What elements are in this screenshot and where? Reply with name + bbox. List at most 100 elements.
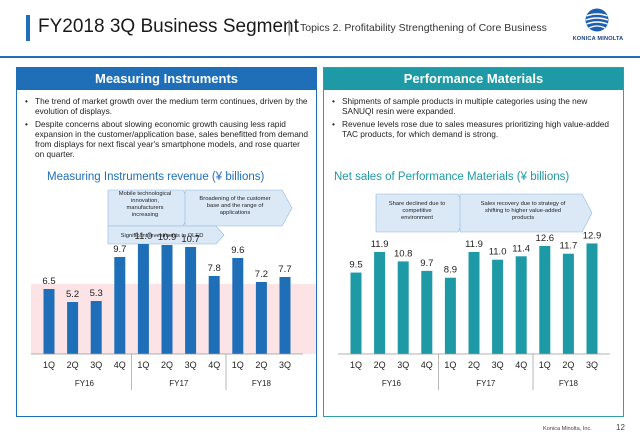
bar-value-label: 9.7 bbox=[113, 244, 126, 255]
bar-value-label: 11.9 bbox=[465, 239, 483, 250]
highlight-band bbox=[31, 284, 316, 354]
x-tick-label: 4Q bbox=[114, 360, 126, 370]
bar bbox=[539, 246, 551, 354]
chart-title: Net sales of Performance Materials (¥ bi… bbox=[334, 171, 570, 183]
logo-wordmark: KONICA MINOLTA bbox=[572, 36, 624, 42]
bar bbox=[279, 277, 291, 354]
callout-broadening-line: applications bbox=[220, 210, 251, 216]
bullet-item: Despite concerns about slowing economic … bbox=[23, 119, 310, 159]
x-tick-label: 3Q bbox=[185, 360, 197, 370]
bar bbox=[397, 261, 409, 354]
bar-value-label: 11.9 bbox=[371, 239, 389, 250]
fiscal-year-label: FY17 bbox=[169, 379, 189, 388]
bar bbox=[67, 302, 79, 354]
x-tick-label: 2Q bbox=[67, 360, 79, 370]
callout-broadening-line: Broadening of the customer bbox=[199, 196, 270, 202]
bar-value-label: 12.9 bbox=[583, 230, 602, 241]
fiscal-year-label: FY16 bbox=[75, 379, 95, 388]
fiscal-year-label: FY18 bbox=[252, 379, 272, 388]
page-number: 12 bbox=[616, 423, 625, 432]
x-tick-label: 1Q bbox=[444, 360, 456, 370]
x-tick-label: 1Q bbox=[137, 360, 149, 370]
callout-mobile-line: increasing bbox=[132, 212, 158, 218]
bar-value-label: 7.8 bbox=[208, 263, 221, 274]
bar bbox=[350, 272, 362, 354]
fiscal-year-label: FY17 bbox=[476, 379, 496, 388]
bar bbox=[255, 282, 267, 354]
bullet-item: Revenue levels rose due to sales measure… bbox=[330, 119, 617, 139]
bar bbox=[137, 244, 149, 354]
bar-value-label: 8.9 bbox=[444, 265, 457, 276]
bar-value-label: 10.7 bbox=[181, 234, 200, 245]
slide-header: FY2018 3Q Business Segment | Topics 2. P… bbox=[0, 0, 640, 58]
x-tick-label: 3Q bbox=[279, 360, 291, 370]
bar-value-label: 11.7 bbox=[560, 241, 578, 252]
page-title: FY2018 3Q Business Segment bbox=[38, 16, 299, 37]
bar-value-label: 7.2 bbox=[255, 269, 268, 280]
chart-title: Measuring Instruments revenue (¥ billion… bbox=[47, 171, 265, 183]
x-tick-label: 3Q bbox=[586, 360, 598, 370]
bar-value-label: 5.2 bbox=[66, 289, 79, 300]
bar-value-label: 11.0 bbox=[135, 231, 153, 242]
x-tick-label: 2Q bbox=[161, 360, 173, 370]
callout-oled bbox=[107, 225, 225, 245]
title-separator: | bbox=[287, 17, 292, 36]
bar bbox=[421, 270, 433, 354]
x-tick-label: 4Q bbox=[421, 360, 433, 370]
callout-recovery bbox=[459, 193, 593, 233]
x-axis-labels: 1Q 2Q 3Q 4Q 1Q 2Q 3Q 4Q 1Q 2Q 3Q FY16 FY17 FY18 bbox=[350, 354, 598, 390]
bar-value-label: 11.4 bbox=[512, 243, 530, 254]
footer-brand: Konica Minolta, Inc. bbox=[543, 426, 592, 432]
x-tick-label: 1Q bbox=[232, 360, 244, 370]
bar bbox=[43, 289, 55, 354]
bar bbox=[232, 258, 244, 354]
x-tick-label: 1Q bbox=[539, 360, 551, 370]
bar-value-label: 9.6 bbox=[231, 245, 244, 256]
bar bbox=[444, 277, 456, 354]
bar bbox=[114, 257, 126, 354]
callout-broadening-line: base and the range of bbox=[207, 203, 264, 209]
callout-recovery-line: shifting to higher value-added bbox=[485, 208, 561, 214]
bullet-item: Shipments of sample products in multiple… bbox=[330, 96, 617, 116]
x-tick-label: 2Q bbox=[562, 360, 574, 370]
x-tick-label: 2Q bbox=[374, 360, 386, 370]
callout-oled-text: Significant investments in OLED bbox=[121, 233, 204, 239]
bar-value-label: 9.5 bbox=[349, 260, 362, 271]
x-tick-label: 1Q bbox=[43, 360, 55, 370]
bar-value-label: 12.6 bbox=[536, 233, 555, 244]
performance-sales-chart: Share declined due to competitive enviro… bbox=[338, 193, 610, 390]
bar-value-label: 11.0 bbox=[489, 247, 507, 258]
measuring-revenue-chart: Mobile technological innovation, manufac… bbox=[31, 189, 316, 390]
x-tick-label: 4Q bbox=[208, 360, 220, 370]
callout-recovery-line: Sales recovery due to strategy of bbox=[481, 201, 566, 207]
konica-minolta-logo: KONICA MINOLTA bbox=[573, 8, 623, 48]
bar-series: 9.5 11.9 10.8 9.7 8.9 11.9 11.0 11.4 12.6 11.7 12.… bbox=[349, 230, 601, 354]
bar bbox=[374, 252, 386, 354]
bar bbox=[492, 259, 504, 354]
bullet-item: The trend of market growth over the medi… bbox=[23, 96, 310, 116]
bar-value-label: 10.8 bbox=[394, 248, 413, 259]
bullet-list: The trend of market growth over the medi… bbox=[17, 90, 316, 159]
fiscal-year-label: FY16 bbox=[382, 379, 402, 388]
bar-value-label: 6.5 bbox=[42, 276, 55, 287]
callout-broadening bbox=[184, 189, 293, 227]
x-tick-label: 2Q bbox=[468, 360, 480, 370]
bar bbox=[90, 301, 102, 354]
x-tick-label: 3Q bbox=[397, 360, 409, 370]
performance-materials-panel: Performance Materials Shipments of sampl… bbox=[323, 67, 624, 417]
bar bbox=[562, 253, 574, 354]
bar-value-label: 10.9 bbox=[158, 232, 177, 243]
fiscal-year-label: FY18 bbox=[559, 379, 579, 388]
globe-logo-icon bbox=[585, 8, 609, 32]
x-tick-label: 2Q bbox=[255, 360, 267, 370]
panel-heading-performance: Performance Materials bbox=[324, 68, 623, 90]
callout-mobile-line: manufacturers bbox=[126, 205, 163, 211]
callout-share-line: competitive bbox=[402, 208, 431, 214]
bar bbox=[208, 276, 220, 354]
measuring-instruments-panel: Measuring Instruments The trend of marke… bbox=[16, 67, 317, 417]
callout-share-line: Share declined due to bbox=[389, 201, 445, 207]
x-tick-label: 1Q bbox=[350, 360, 362, 370]
bar bbox=[515, 256, 527, 354]
bar-value-label: 9.7 bbox=[420, 258, 433, 269]
bar bbox=[468, 252, 480, 354]
